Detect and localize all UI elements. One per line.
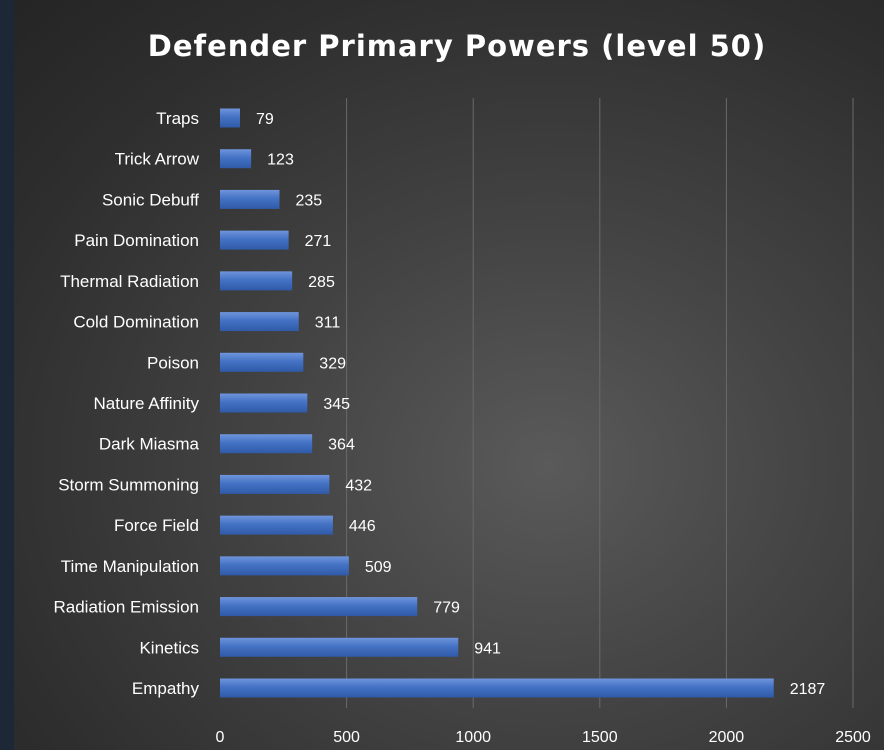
value-label-traps: 79: [256, 111, 274, 128]
value-label-storm-summoning: 432: [345, 477, 372, 494]
category-label-radiation-emission: Radiation Emission: [53, 598, 199, 617]
value-label-sonic-debuff: 235: [296, 192, 323, 209]
value-label-nature-affinity: 345: [323, 396, 350, 413]
value-label-empathy: 2187: [790, 681, 826, 698]
x-tick-label: 2500: [835, 729, 871, 746]
bar-thermal-radiation: [220, 271, 293, 291]
chart-title: Defender Primary Powers (level 50): [148, 29, 766, 63]
x-tick-label: 2000: [709, 729, 745, 746]
bar-traps: [220, 108, 241, 128]
x-tick-label: 500: [333, 729, 360, 746]
category-label-force-field: Force Field: [114, 516, 199, 535]
category-labels: Traps Trick Arrow Sonic Debuff Pain Dominat…: [53, 109, 199, 698]
value-label-thermal-radiation: 285: [308, 274, 335, 291]
category-label-trick-arrow: Trick Arrow: [115, 150, 200, 169]
bar-dark-miasma: [220, 434, 313, 454]
category-label-sonic-debuff: Sonic Debuff: [102, 190, 199, 209]
gridlines: [346, 98, 854, 708]
category-label-thermal-radiation: Thermal Radiation: [60, 272, 199, 291]
value-label-pain-domination: 271: [305, 233, 332, 250]
bar-nature-affinity: [220, 393, 308, 413]
value-label-trick-arrow: 123: [267, 152, 294, 169]
bar-trick-arrow: [220, 149, 252, 169]
x-axis-ticks: 0 500 1000 1500 2000 2500: [216, 729, 871, 746]
category-label-kinetics: Kinetics: [139, 638, 199, 657]
bar-sonic-debuff: [220, 189, 280, 209]
category-label-nature-affinity: Nature Affinity: [93, 394, 199, 413]
x-tick-label: 1000: [455, 729, 491, 746]
bar-storm-summoning: [220, 474, 330, 494]
x-tick-label: 1500: [582, 729, 618, 746]
category-label-time-manipulation: Time Manipulation: [61, 557, 199, 576]
category-label-cold-domination: Cold Domination: [73, 313, 199, 332]
bar-pain-domination: [220, 230, 289, 250]
value-label-poison: 329: [319, 355, 346, 372]
value-label-cold-domination: 311: [315, 315, 341, 332]
category-label-traps: Traps: [156, 109, 199, 128]
bar-empathy: [220, 678, 774, 698]
bars: [220, 108, 774, 698]
window-edge: [0, 0, 14, 750]
value-label-force-field: 446: [349, 518, 376, 535]
value-label-kinetics: 941: [474, 640, 501, 657]
bar-force-field: [220, 515, 333, 535]
bar-cold-domination: [220, 312, 299, 332]
bar-radiation-emission: [220, 597, 418, 617]
value-labels: 79 123 235 271 285 311 329 345 364 432 446 509 779 94…: [256, 111, 825, 698]
category-label-pain-domination: Pain Domination: [74, 231, 199, 250]
value-label-dark-miasma: 364: [328, 437, 355, 454]
category-label-empathy: Empathy: [132, 679, 200, 698]
bar-time-manipulation: [220, 556, 349, 576]
x-tick-label: 0: [216, 729, 225, 746]
category-label-storm-summoning: Storm Summoning: [58, 475, 199, 494]
value-label-time-manipulation: 509: [365, 559, 392, 576]
category-label-dark-miasma: Dark Miasma: [99, 435, 200, 454]
category-label-poison: Poison: [147, 353, 199, 372]
bar-kinetics: [220, 637, 459, 657]
bar-poison: [220, 352, 304, 372]
value-label-radiation-emission: 779: [433, 600, 460, 617]
